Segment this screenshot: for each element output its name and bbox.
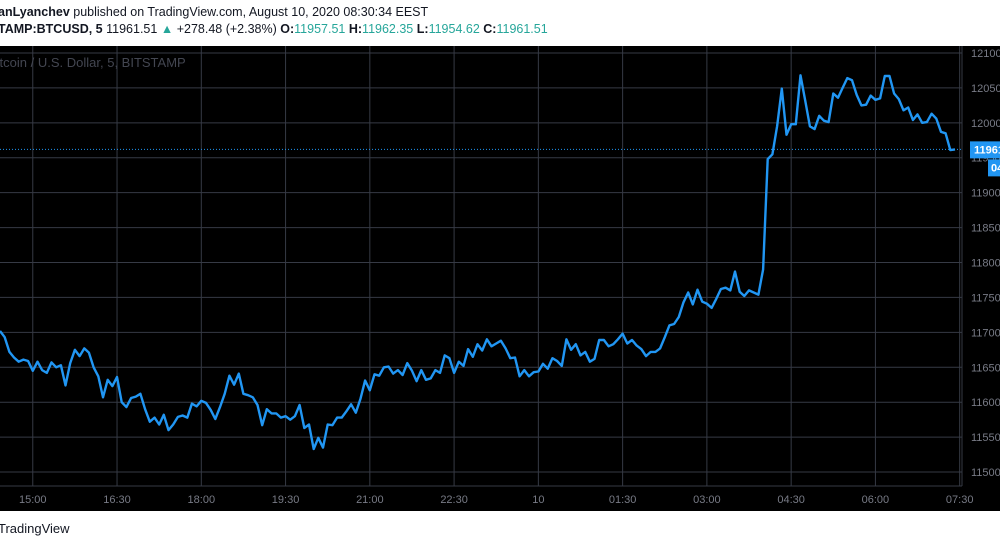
high-label: H: — [348, 22, 363, 36]
open-value: 11957.51 — [294, 22, 346, 36]
price-change: +278.48 (+2.38%) — [176, 22, 277, 36]
last-price-tag: 11961.51 04:26 — [970, 141, 1000, 177]
y-tick-label: 12000 — [971, 118, 1000, 130]
countdown-tag-background — [988, 159, 1000, 177]
y-tick-label: 12100 — [971, 48, 1000, 60]
open-label: O: — [280, 22, 295, 36]
x-tick-label: 18:00 — [188, 494, 216, 506]
published-text: published on TradingView.com, August 10,… — [69, 5, 429, 19]
y-tick-label: 11750 — [971, 292, 1000, 304]
high-value: 11962.35 — [362, 22, 414, 36]
price-chart-svg[interactable]: Bitcoin / U.S. Dollar, 5, BITSTAMP 11500… — [0, 46, 1000, 511]
x-tick-label: 06:00 — [862, 494, 890, 506]
publication-line: anLyanchev published on TradingView.com,… — [0, 5, 428, 19]
low-value: 11954.62 — [428, 22, 480, 36]
y-tick-label: 12050 — [971, 83, 1000, 95]
chart-background — [0, 46, 1000, 511]
price-axis[interactable]: 11500 11550 11600 11650 11700 11750 11800 11850… — [971, 48, 1000, 479]
x-tick-label: 19:30 — [272, 494, 300, 506]
last-price-tag-label: 11961.51 — [974, 144, 1000, 156]
y-tick-label: 11650 — [971, 362, 1000, 374]
x-tick-label: 04:30 — [777, 494, 805, 506]
y-tick-label: 11850 — [971, 223, 1000, 235]
tradingview-logo[interactable]: TradingView — [0, 521, 70, 536]
close-label: C: — [483, 22, 497, 36]
x-tick-label: 10 — [532, 494, 544, 506]
up-arrow-icon: ▲ — [160, 22, 174, 36]
x-tick-label: 03:00 — [693, 494, 721, 506]
x-tick-label: 15:00 — [19, 494, 47, 506]
x-tick-label: 22:30 — [440, 494, 468, 506]
countdown-label: 04:26 — [991, 162, 1000, 174]
y-tick-label: 11700 — [971, 327, 1000, 339]
y-tick-label: 11550 — [971, 432, 1000, 444]
x-tick-label: 07:30 — [946, 494, 974, 506]
close-value: 11961.51 — [496, 22, 548, 36]
symbol-label: TAMP:BTCUSD, 5 — [0, 22, 103, 36]
publication-header: anLyanchev published on TradingView.com,… — [0, 0, 1000, 44]
y-tick-label: 11800 — [971, 258, 1000, 270]
grid-lines — [0, 46, 962, 486]
x-tick-label: 01:30 — [609, 494, 637, 506]
footer: TradingView — [0, 511, 1000, 547]
chart-watermark: Bitcoin / U.S. Dollar, 5, BITSTAMP — [0, 55, 186, 70]
last-price: 11961.51 — [106, 22, 158, 36]
y-tick-label: 11600 — [971, 397, 1000, 409]
author-name[interactable]: anLyanchev — [0, 5, 70, 19]
x-tick-label: 16:30 — [103, 494, 131, 506]
x-tick-label: 21:00 — [356, 494, 384, 506]
y-tick-label: 11900 — [971, 188, 1000, 200]
symbol-ohlc-line: TAMP:BTCUSD, 5 11961.51 ▲ +278.48 (+2.38… — [0, 22, 548, 36]
time-axis[interactable]: 15:00 16:30 18:00 19:30 21:00 22:30 10 01:30 03:… — [19, 494, 973, 506]
y-tick-label: 11500 — [971, 467, 1000, 479]
last-price-tag-background — [970, 141, 1000, 159]
price-chart[interactable]: Bitcoin / U.S. Dollar, 5, BITSTAMP 11500… — [0, 46, 1000, 511]
price-series-line[interactable] — [0, 74, 956, 451]
low-label: L: — [416, 22, 429, 36]
